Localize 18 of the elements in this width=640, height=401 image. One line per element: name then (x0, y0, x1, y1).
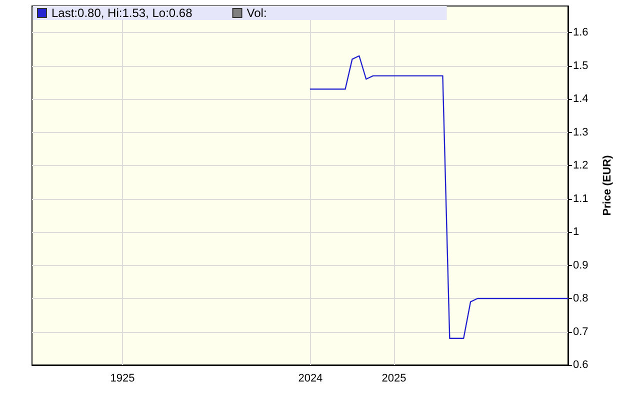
y-tick-label: 1.3 (573, 126, 588, 138)
y-tick-label: 0.9 (573, 259, 588, 272)
y-tick-label: 1.5 (573, 60, 588, 72)
y-tick-label: 1.1 (573, 192, 588, 205)
y-tick-label: 1.6 (573, 26, 588, 39)
x-tick-label: 2024 (298, 372, 323, 384)
legend-label: Vol: (246, 6, 267, 20)
legend-label: Last:0.80, Hi:1.53, Lo:0.68 (52, 6, 193, 20)
y-axis-title: Price (EUR) (602, 154, 614, 216)
x-tick-label: 1925 (110, 372, 135, 384)
y-tick-label: 1 (573, 226, 580, 238)
y-tick-label: 1.4 (573, 93, 588, 106)
y-tick-label: 0.8 (573, 292, 588, 305)
y-tick-label: 0.6 (573, 359, 588, 371)
line-series (310, 55, 569, 340)
y-tick-label: 1.2 (573, 160, 588, 172)
y-tick-label: 0.7 (573, 326, 588, 338)
x-tick-label: 2025 (382, 372, 406, 384)
